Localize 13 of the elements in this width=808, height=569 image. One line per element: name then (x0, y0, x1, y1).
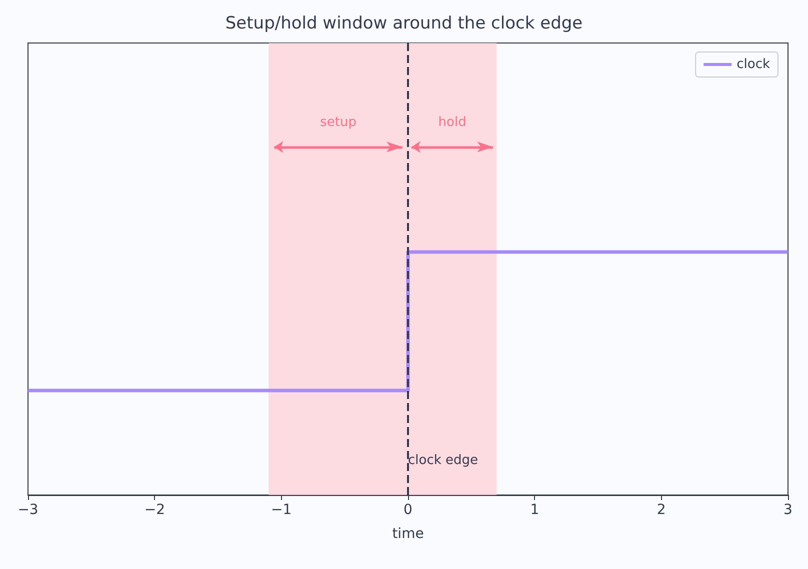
legend-label: clock (736, 57, 770, 72)
band-label: hold (438, 114, 466, 130)
x-tick-label: 1 (530, 502, 540, 518)
x-tick-label: −3 (18, 502, 38, 518)
x-axis-title: time (392, 526, 424, 542)
x-tick-label: −1 (271, 502, 292, 518)
band-label: setup (320, 114, 357, 130)
ref-line-label: clock edge (408, 453, 478, 468)
x-tick-label: 3 (784, 502, 792, 518)
x-tick-label: 2 (656, 502, 666, 518)
chart-title: Setup/hold window around the clock edge (225, 14, 583, 34)
x-tick-label: −2 (144, 502, 165, 518)
x-tick-label: 0 (404, 502, 412, 518)
